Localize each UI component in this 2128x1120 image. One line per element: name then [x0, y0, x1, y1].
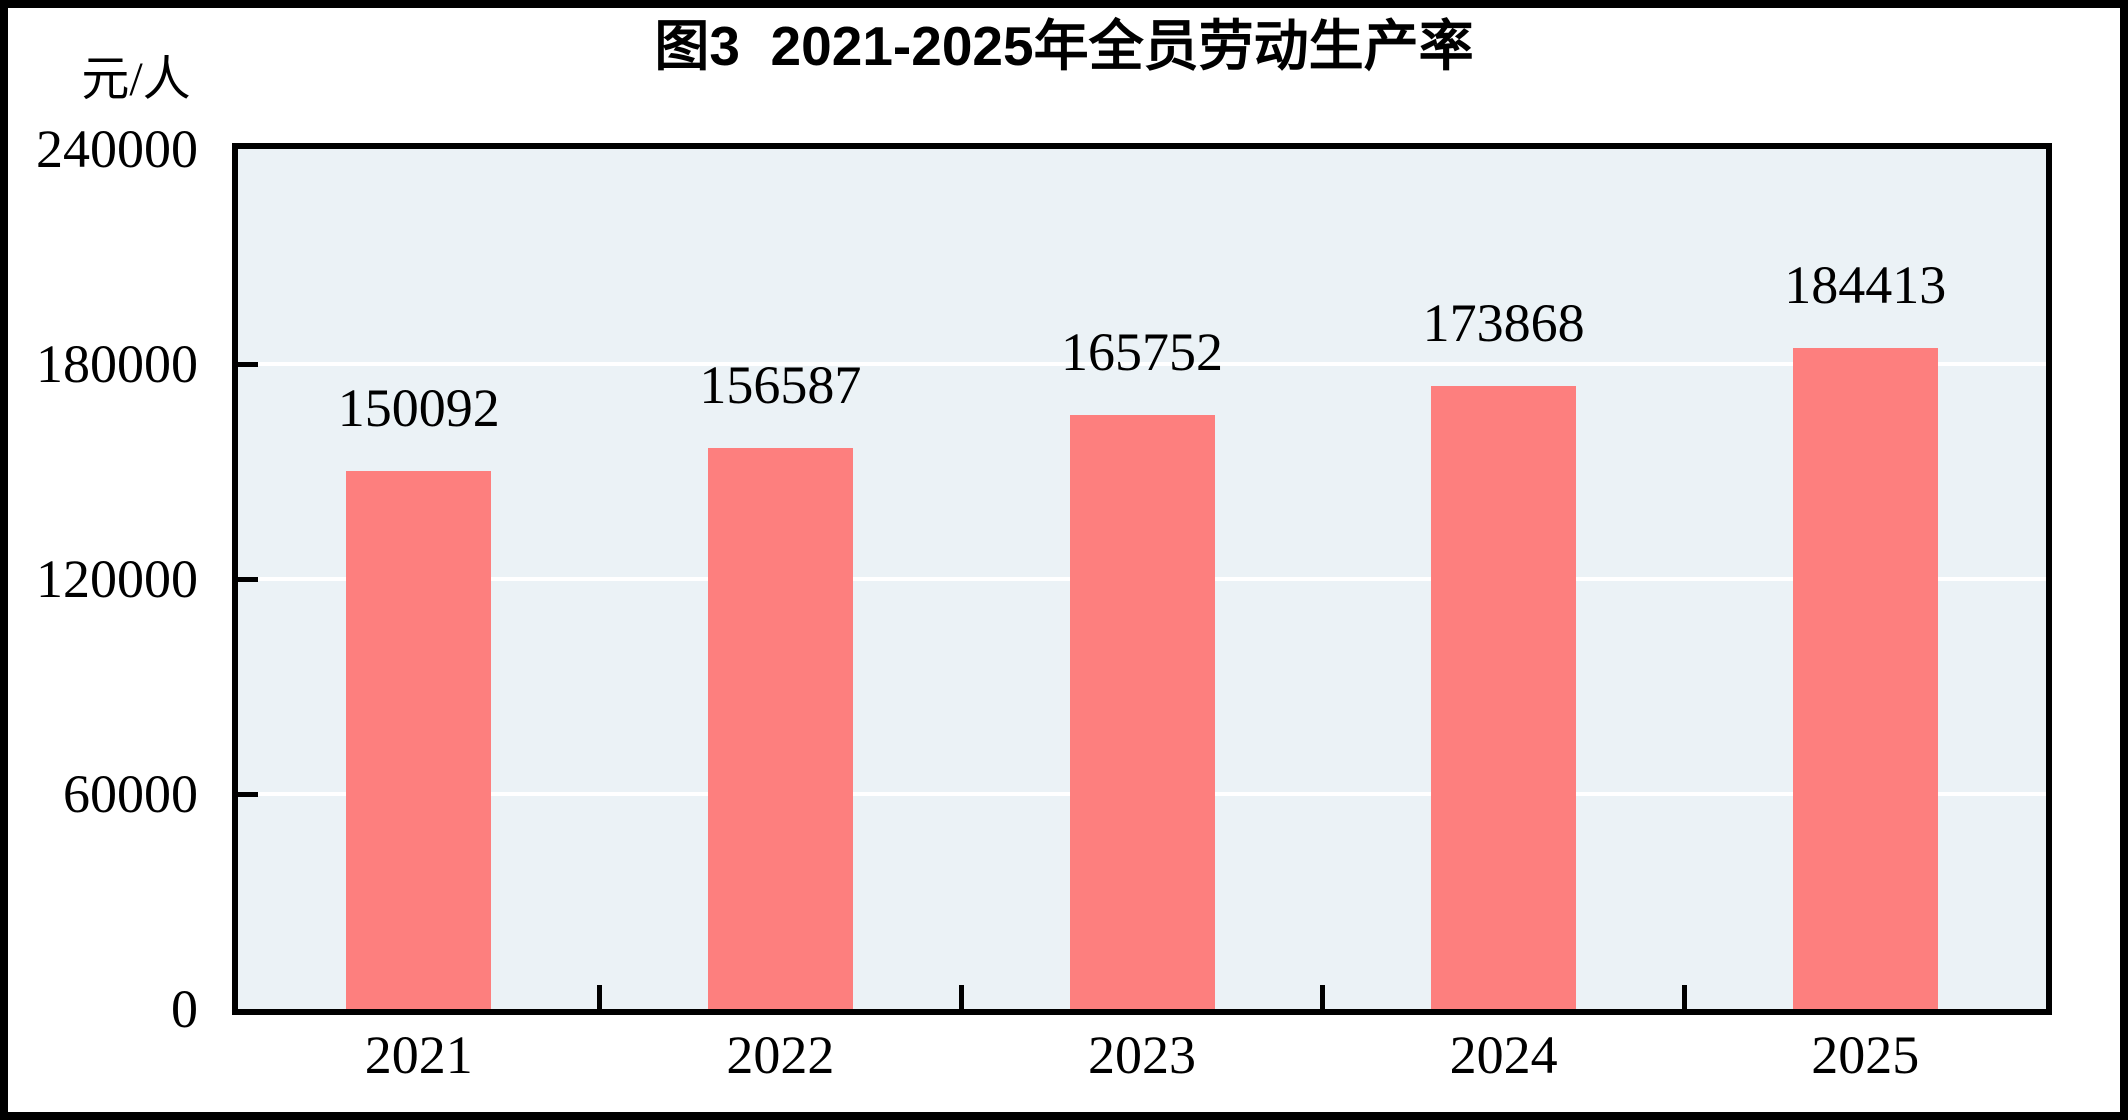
bar-2024: [1431, 385, 1577, 1009]
x-axis-tick: [958, 985, 964, 1009]
y-axis-tick-label: 120000: [36, 549, 198, 609]
y-axis-tick-label: 0: [171, 979, 198, 1039]
y-axis-unit-label: 元/人: [81, 53, 191, 106]
y-axis-tick: [238, 576, 258, 582]
x-axis-tick-label: 2021: [364, 1025, 473, 1085]
bar-2021: [346, 471, 492, 1009]
bar-value-label: 184413: [1784, 255, 1947, 316]
bar-value-label: 150092: [337, 378, 500, 439]
chart-title: 图3 2021-2025年全员劳动生产率: [654, 15, 1474, 77]
y-axis-tick: [238, 791, 258, 797]
y-axis-tick-label: 180000: [36, 334, 198, 394]
plot-area: 150092 156587 165752 173868 184413: [232, 143, 2052, 1015]
gridline: [238, 362, 2046, 366]
bar-value-label: 156587: [699, 354, 862, 415]
x-axis-tick-label: 2024: [1449, 1025, 1558, 1085]
bar-2022: [707, 447, 853, 1009]
bar-value-label: 173868: [1422, 292, 1585, 353]
x-axis-tick: [1320, 985, 1326, 1009]
x-axis-tick-label: 2025: [1811, 1025, 1920, 1085]
bar-value-label: 165752: [1061, 322, 1223, 383]
x-axis-tick: [1681, 985, 1687, 1009]
x-axis-tick-label: 2023: [1088, 1025, 1196, 1085]
x-axis-tick-label: 2022: [726, 1025, 835, 1085]
y-axis-tick: [238, 361, 258, 367]
y-axis-tick-label: 60000: [63, 764, 198, 824]
x-axis-tick: [597, 985, 603, 1009]
bar-2023: [1069, 415, 1215, 1009]
bar-2025: [1792, 348, 1938, 1009]
y-axis-tick-label: 240000: [36, 119, 198, 179]
